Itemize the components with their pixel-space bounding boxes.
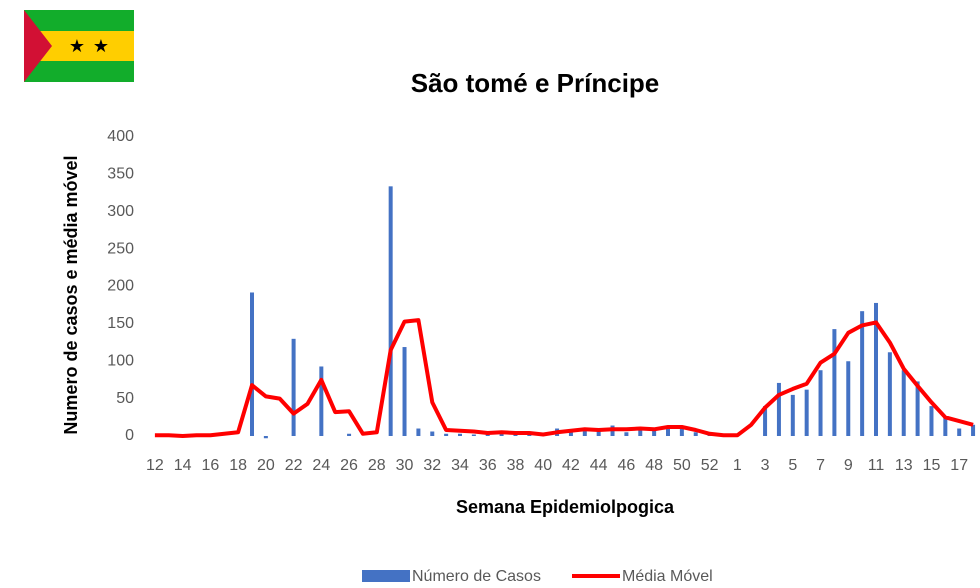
x-tick-label: 18	[229, 457, 247, 474]
bar	[971, 424, 976, 436]
y-tick-label: 250	[107, 240, 134, 257]
bar	[263, 436, 268, 439]
x-tick-label: 26	[340, 457, 358, 474]
bar	[874, 302, 878, 436]
svg-text:★: ★	[93, 36, 109, 56]
x-tick-label: 38	[507, 457, 525, 474]
bar	[929, 406, 934, 436]
bar	[347, 433, 352, 436]
bar	[818, 370, 823, 436]
y-tick-label: 350	[107, 166, 134, 183]
bar	[679, 427, 684, 436]
x-tick-label: 44	[590, 457, 608, 474]
bar	[832, 329, 837, 436]
chart-title: São tomé e Príncipe	[411, 68, 660, 98]
x-tick-label: 50	[673, 457, 691, 474]
bar	[291, 338, 296, 436]
legend-label: Número de Casos	[412, 568, 541, 585]
bar	[319, 366, 324, 436]
bar	[402, 347, 407, 436]
x-tick-label: 42	[562, 457, 580, 474]
x-tick-label: 13	[895, 457, 913, 474]
bar	[790, 394, 795, 436]
x-tick-label: 52	[701, 457, 719, 474]
legend-swatch	[362, 570, 410, 582]
y-tick-label: 0	[125, 427, 134, 444]
x-tick-label: 20	[257, 457, 275, 474]
bar	[568, 430, 573, 436]
bar	[652, 430, 657, 436]
legend-label: Média Móvel	[622, 568, 713, 585]
x-tick-label: 28	[368, 457, 386, 474]
y-tick-label: 150	[107, 315, 134, 332]
bar	[416, 428, 421, 436]
bar	[638, 428, 643, 436]
bar	[388, 186, 393, 436]
bar	[901, 370, 906, 436]
bar	[860, 311, 865, 436]
svg-text:★: ★	[69, 36, 85, 56]
bar	[596, 430, 601, 436]
y-tick-label: 400	[107, 128, 134, 145]
y-axis-title: Numero de casos e média móvel	[61, 155, 81, 434]
x-tick-label: 1	[733, 457, 742, 474]
bar	[846, 361, 851, 436]
x-tick-label: 48	[645, 457, 663, 474]
bar	[887, 352, 892, 436]
bar	[804, 389, 809, 436]
bar	[915, 381, 920, 436]
bar	[776, 382, 781, 436]
bar	[250, 292, 254, 436]
bar	[471, 434, 476, 436]
bar	[624, 432, 629, 436]
line	[154, 318, 974, 438]
bar	[582, 430, 587, 436]
y-tick-label: 100	[107, 352, 134, 369]
y-tick-label: 200	[107, 278, 134, 295]
x-tick-label: 9	[844, 457, 853, 474]
y-tick-label: 50	[116, 390, 134, 407]
x-axis-title: Semana Epidemiolpogica	[456, 497, 675, 517]
x-tick-label: 46	[618, 457, 636, 474]
x-tick-label: 16	[202, 457, 220, 474]
bar	[763, 406, 768, 436]
x-tick-label: 24	[312, 457, 330, 474]
bar	[957, 428, 962, 436]
bar	[444, 433, 449, 436]
x-tick-label: 30	[396, 457, 414, 474]
bar	[943, 417, 948, 436]
bar	[485, 434, 490, 436]
bar	[527, 434, 532, 436]
x-tick-label: 36	[479, 457, 497, 474]
x-tick-label: 12	[146, 457, 164, 474]
x-tick-label: 34	[451, 457, 469, 474]
y-tick-label: 300	[107, 203, 134, 220]
x-tick-label: 32	[423, 457, 441, 474]
x-tick-label: 7	[816, 457, 825, 474]
bar	[513, 434, 518, 436]
bar	[458, 433, 462, 436]
bar	[430, 431, 435, 436]
x-tick-label: 17	[950, 457, 968, 474]
bar	[693, 432, 698, 436]
x-tick-label: 22	[285, 457, 303, 474]
bar	[666, 428, 670, 436]
x-tick-label: 15	[923, 457, 941, 474]
x-tick-label: 11	[868, 457, 885, 474]
flag: ★ ★	[24, 10, 134, 82]
x-tick-label: 3	[761, 457, 770, 474]
bar	[499, 433, 504, 436]
x-tick-label: 40	[534, 457, 552, 474]
x-tick-label: 14	[174, 457, 192, 474]
x-tick-label: 5	[788, 457, 797, 474]
